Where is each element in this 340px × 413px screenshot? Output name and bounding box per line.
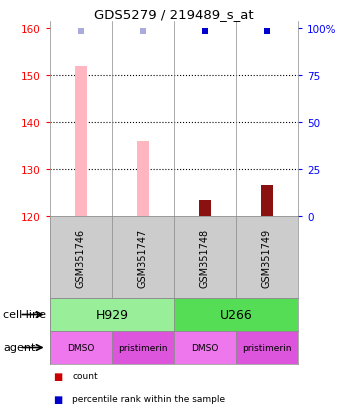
- Text: GSM351746: GSM351746: [76, 228, 86, 287]
- Bar: [50, 298, 174, 331]
- Text: cell line: cell line: [3, 310, 46, 320]
- Text: H929: H929: [96, 308, 129, 321]
- Text: ■: ■: [53, 371, 63, 381]
- Text: GSM351748: GSM351748: [200, 228, 210, 287]
- Text: percentile rank within the sample: percentile rank within the sample: [72, 394, 225, 403]
- Text: GSM351747: GSM351747: [138, 228, 148, 287]
- Bar: [236, 331, 298, 364]
- Text: pristimerin: pristimerin: [242, 343, 292, 352]
- Text: U266: U266: [220, 308, 252, 321]
- Text: agent: agent: [3, 343, 36, 353]
- Text: pristimerin: pristimerin: [118, 343, 168, 352]
- Bar: [174, 298, 298, 331]
- Text: DMSO: DMSO: [67, 343, 95, 352]
- Bar: [174, 331, 236, 364]
- Bar: [112, 331, 174, 364]
- Bar: [261, 186, 273, 216]
- Bar: [50, 331, 112, 364]
- Text: ■: ■: [53, 394, 63, 404]
- Title: GDS5279 / 219489_s_at: GDS5279 / 219489_s_at: [94, 8, 254, 21]
- Bar: [137, 142, 149, 216]
- Text: DMSO: DMSO: [191, 343, 219, 352]
- Bar: [200, 200, 210, 216]
- Text: count: count: [72, 372, 98, 380]
- Bar: [75, 66, 87, 216]
- Text: GSM351749: GSM351749: [262, 228, 272, 287]
